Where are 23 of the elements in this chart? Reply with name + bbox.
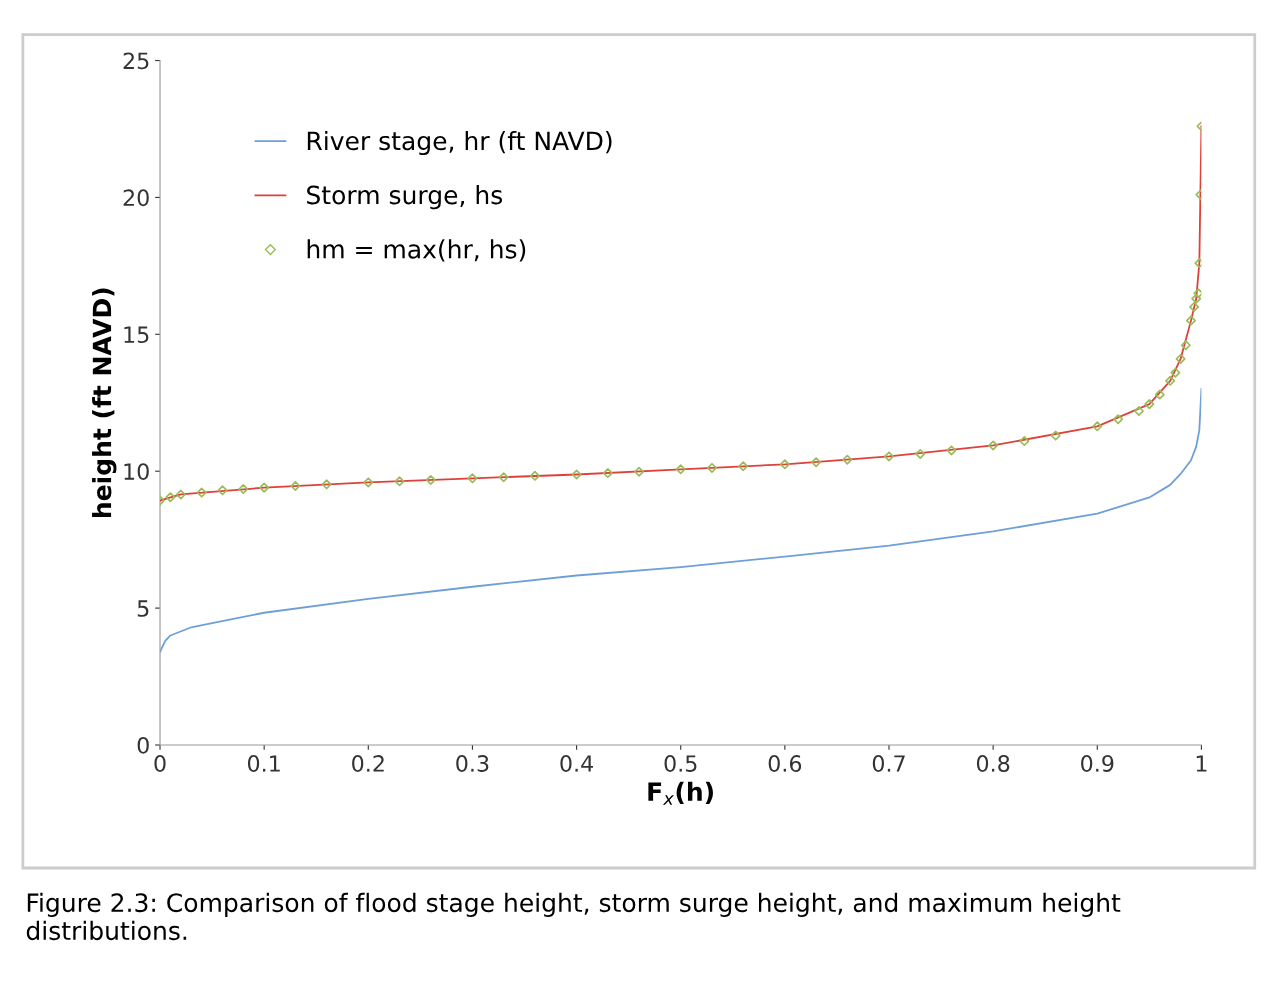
y-tick-label: 25 xyxy=(123,52,149,70)
x-axis-title: F$_{x}$(h) xyxy=(648,781,713,805)
x-tick-label: 0.5 xyxy=(664,755,697,772)
x-tick-label: 0.8 xyxy=(976,755,1010,772)
x-tick-label: 0.9 xyxy=(1081,755,1114,772)
x-tick-label: 0 xyxy=(154,755,166,772)
x-tick-label: 0.2 xyxy=(352,755,384,772)
caption: Figure 2.3: Comparison of flood stage height, storm surge height, and maximum height distributions. xyxy=(26,892,1121,941)
legend-label: River stage, hr (ft NAVD) xyxy=(307,130,612,156)
legend-label: Storm surge, hs xyxy=(307,185,503,210)
x-tick-label: 0.4 xyxy=(560,755,593,772)
y-tick-label: 0 xyxy=(137,736,149,754)
x-tick-label: 0.1 xyxy=(247,755,280,772)
y-tick-label: 5 xyxy=(137,600,149,617)
x-tick-label: 0.7 xyxy=(872,755,905,772)
legend-label: hm = max(hr, hs) xyxy=(307,239,526,262)
y-axis-title: height (ft NAVD) xyxy=(92,288,117,518)
x-tick-label: 0.6 xyxy=(768,755,802,772)
y-tick-label: 15 xyxy=(124,326,149,344)
x-tick-label: 0.3 xyxy=(456,755,489,772)
x-tick-label: 1 xyxy=(1196,755,1207,772)
y-tick-label: 20 xyxy=(123,189,149,207)
y-tick-label: 10 xyxy=(124,463,149,480)
